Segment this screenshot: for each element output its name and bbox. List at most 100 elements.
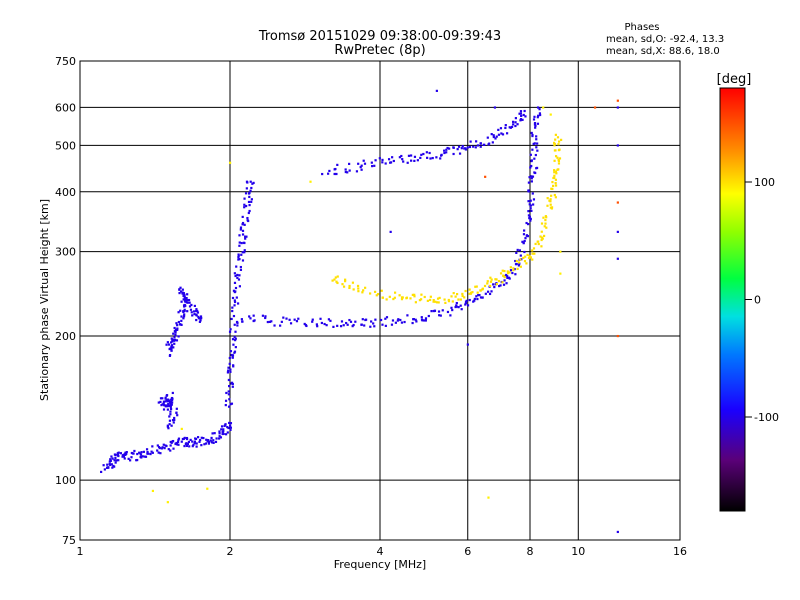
- data-point: [464, 148, 467, 151]
- data-point: [354, 320, 357, 323]
- data-point: [208, 440, 211, 443]
- data-point: [425, 151, 428, 154]
- data-point: [156, 444, 159, 447]
- data-point: [249, 317, 252, 320]
- data-point: [407, 154, 411, 157]
- data-point: [237, 253, 240, 256]
- data-point: [233, 272, 236, 275]
- data-point: [173, 326, 176, 330]
- data-point: [493, 285, 496, 289]
- data-point: [174, 329, 177, 333]
- data-point: [188, 301, 191, 304]
- data-point: [422, 152, 425, 156]
- data-point: [209, 439, 212, 442]
- data-point: [344, 278, 347, 281]
- data-point: [518, 249, 521, 252]
- data-point: [537, 242, 540, 246]
- data-point: [413, 155, 417, 158]
- data-point: [196, 311, 200, 314]
- data-point: [178, 291, 181, 295]
- data-point: [176, 324, 179, 327]
- data-point: [373, 290, 377, 293]
- data-point: [508, 277, 511, 280]
- data-point: [182, 304, 186, 307]
- data-point: [489, 280, 493, 283]
- x-tick-label: 16: [673, 545, 687, 558]
- data-point: [229, 403, 232, 406]
- data-point: [411, 293, 414, 296]
- data-point: [503, 276, 506, 279]
- data-point: [172, 421, 175, 424]
- data-point: [508, 271, 511, 274]
- data-point: [488, 142, 491, 145]
- data-point: [421, 319, 424, 322]
- data-point: [173, 336, 176, 339]
- data-point: [184, 300, 187, 303]
- data-point: [616, 334, 619, 338]
- data-point: [233, 281, 237, 284]
- data-point: [231, 306, 234, 309]
- data-point: [536, 122, 540, 125]
- data-point: [237, 256, 240, 259]
- data-point: [530, 159, 533, 162]
- data-point: [553, 169, 556, 172]
- data-point: [443, 151, 446, 155]
- data-point: [175, 407, 178, 410]
- data-point: [418, 299, 422, 302]
- data-point: [534, 171, 537, 175]
- data-point: [180, 323, 183, 326]
- data-point: [229, 161, 232, 164]
- data-point: [109, 458, 112, 461]
- data-point: [447, 300, 451, 303]
- data-point: [186, 301, 189, 304]
- data-point: [406, 314, 409, 317]
- data-point: [205, 438, 208, 441]
- data-point: [172, 346, 175, 349]
- data-point: [344, 280, 347, 283]
- data-point: [464, 147, 467, 150]
- data-point: [351, 325, 354, 328]
- data-point: [495, 278, 498, 281]
- data-point: [222, 428, 225, 431]
- data-point: [168, 423, 171, 426]
- data-point: [540, 238, 543, 242]
- data-point: [534, 126, 537, 129]
- data-point: [476, 291, 479, 294]
- data-point: [457, 145, 461, 148]
- data-point: [138, 451, 141, 454]
- data-point: [164, 397, 167, 400]
- data-point: [193, 304, 196, 308]
- data-point: [165, 404, 168, 407]
- data-point: [495, 283, 498, 286]
- data-point: [113, 459, 116, 462]
- data-point: [557, 140, 561, 143]
- data-point: [186, 299, 189, 302]
- data-point: [236, 324, 239, 327]
- data-point: [194, 437, 197, 440]
- data-point: [115, 459, 118, 462]
- data-point: [191, 314, 194, 317]
- data-point: [521, 118, 524, 121]
- data-point: [352, 288, 355, 291]
- data-point: [111, 466, 114, 469]
- data-point: [182, 315, 186, 318]
- data-point: [303, 322, 306, 326]
- data-point: [528, 176, 531, 179]
- data-point: [533, 115, 536, 118]
- data-point: [616, 106, 619, 109]
- data-point: [500, 132, 503, 135]
- data-point: [170, 337, 173, 340]
- data-point: [333, 278, 336, 281]
- data-point: [200, 444, 203, 447]
- data-point: [171, 339, 175, 342]
- data-point: [514, 259, 517, 263]
- colorbar-tick-label: 0: [754, 294, 761, 307]
- data-point: [513, 268, 516, 271]
- data-point: [171, 340, 174, 343]
- data-point: [361, 318, 364, 321]
- data-point: [244, 235, 247, 238]
- data-point: [348, 318, 351, 322]
- data-point: [244, 237, 247, 240]
- data-point: [156, 449, 159, 452]
- data-point: [228, 384, 231, 388]
